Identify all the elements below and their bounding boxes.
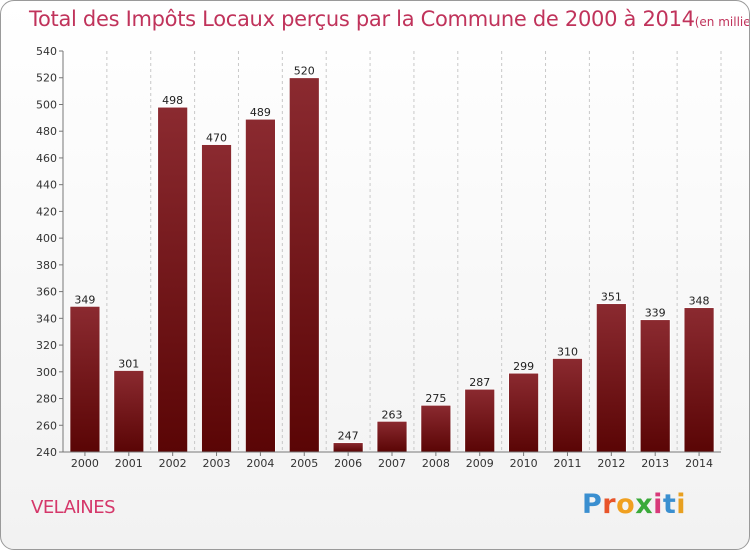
y-tick-label: 360 <box>36 286 57 299</box>
bar-2000 <box>69 305 101 453</box>
chart-bars <box>69 77 715 453</box>
x-tick-label: 2013 <box>641 457 669 470</box>
logo-letter: P <box>582 489 603 520</box>
x-tick-label: 2010 <box>510 457 538 470</box>
data-label-2007: 263 <box>382 408 403 421</box>
data-label-2014: 348 <box>689 295 710 308</box>
y-tick-label: 520 <box>36 72 57 85</box>
chart-title-text: Total des Impôts Locaux perçus par la Co… <box>29 7 695 31</box>
data-label-2009: 287 <box>469 376 490 389</box>
y-tick-label: 240 <box>36 446 57 459</box>
bar-2014 <box>683 307 715 453</box>
data-label-2003: 470 <box>206 132 227 145</box>
chart-unit-note: (en milliers d'€) <box>694 15 750 29</box>
bar-2009 <box>464 388 496 453</box>
data-label-2004: 489 <box>250 106 271 119</box>
logo-letter: t <box>662 489 677 520</box>
y-tick-label: 420 <box>36 205 57 218</box>
y-tick-label: 540 <box>36 45 57 58</box>
y-tick-label: 260 <box>36 419 57 432</box>
bar-2001 <box>113 370 145 453</box>
x-tick-label: 2009 <box>466 457 494 470</box>
bar-2007 <box>376 420 408 453</box>
x-tick-label: 2005 <box>290 457 318 470</box>
data-label-2006: 247 <box>338 430 359 443</box>
logo-letter: x <box>635 489 654 520</box>
data-label-2001: 301 <box>118 357 139 370</box>
y-axis-ticks: 240 260 280 300 320 340 360 380 400 420 440 460 480 5… <box>36 45 63 459</box>
data-label-2008: 275 <box>425 392 446 405</box>
bar-2005 <box>288 77 320 453</box>
x-tick-label: 2004 <box>246 457 274 470</box>
x-tick-label: 2007 <box>378 457 406 470</box>
bar-2008 <box>420 404 452 453</box>
bar-2013 <box>639 319 671 453</box>
bar-2004 <box>244 118 276 453</box>
data-label-2012: 351 <box>601 291 622 304</box>
y-tick-label: 320 <box>36 339 57 352</box>
proxiti-logo: Proxiti <box>582 489 686 520</box>
x-tick-label: 2014 <box>685 457 713 470</box>
y-tick-label: 400 <box>36 232 57 245</box>
data-label-2000: 349 <box>74 293 95 306</box>
logo-letter: r <box>602 489 617 520</box>
x-tick-label: 2000 <box>71 457 99 470</box>
data-label-2013: 339 <box>645 307 666 320</box>
commune-name: VELAINES <box>31 497 116 518</box>
x-tick-label: 2011 <box>553 457 581 470</box>
chart-title: Total des Impôts Locaux perçus par la Co… <box>29 7 750 31</box>
x-axis-ticks: 2000 2001 2002 2003 2004 2005 2006 2007 2008 2009… <box>71 452 713 470</box>
y-tick-label: 480 <box>36 125 57 138</box>
data-labels: 349 301 498 470 489 520 247 263 275 287 299 310 351 3… <box>74 65 709 443</box>
x-tick-label: 2008 <box>422 457 450 470</box>
y-tick-label: 300 <box>36 366 57 379</box>
bar-2011 <box>552 358 583 453</box>
data-label-2010: 299 <box>513 360 534 373</box>
y-tick-label: 340 <box>36 312 57 325</box>
logo-letter: i <box>653 489 663 520</box>
logo-letter: o <box>616 489 636 520</box>
data-label-2002: 498 <box>162 94 183 107</box>
y-tick-label: 380 <box>36 259 57 272</box>
x-tick-label: 2012 <box>597 457 625 470</box>
x-tick-label: 2002 <box>159 457 187 470</box>
bar-2003 <box>201 144 232 453</box>
y-tick-label: 280 <box>36 393 57 406</box>
bar-2002 <box>157 106 189 453</box>
x-tick-label: 2006 <box>334 457 362 470</box>
logo-letter: i <box>676 489 687 520</box>
x-tick-label: 2003 <box>203 457 231 470</box>
data-label-2011: 310 <box>557 345 578 358</box>
y-tick-label: 460 <box>36 152 57 165</box>
x-tick-label: 2001 <box>115 457 143 470</box>
data-label-2005: 520 <box>294 65 315 78</box>
bar-2006 <box>332 442 364 453</box>
bar-2010 <box>508 372 540 453</box>
bar-2012 <box>595 303 627 453</box>
y-tick-label: 440 <box>36 179 57 192</box>
y-tick-label: 500 <box>36 98 57 111</box>
